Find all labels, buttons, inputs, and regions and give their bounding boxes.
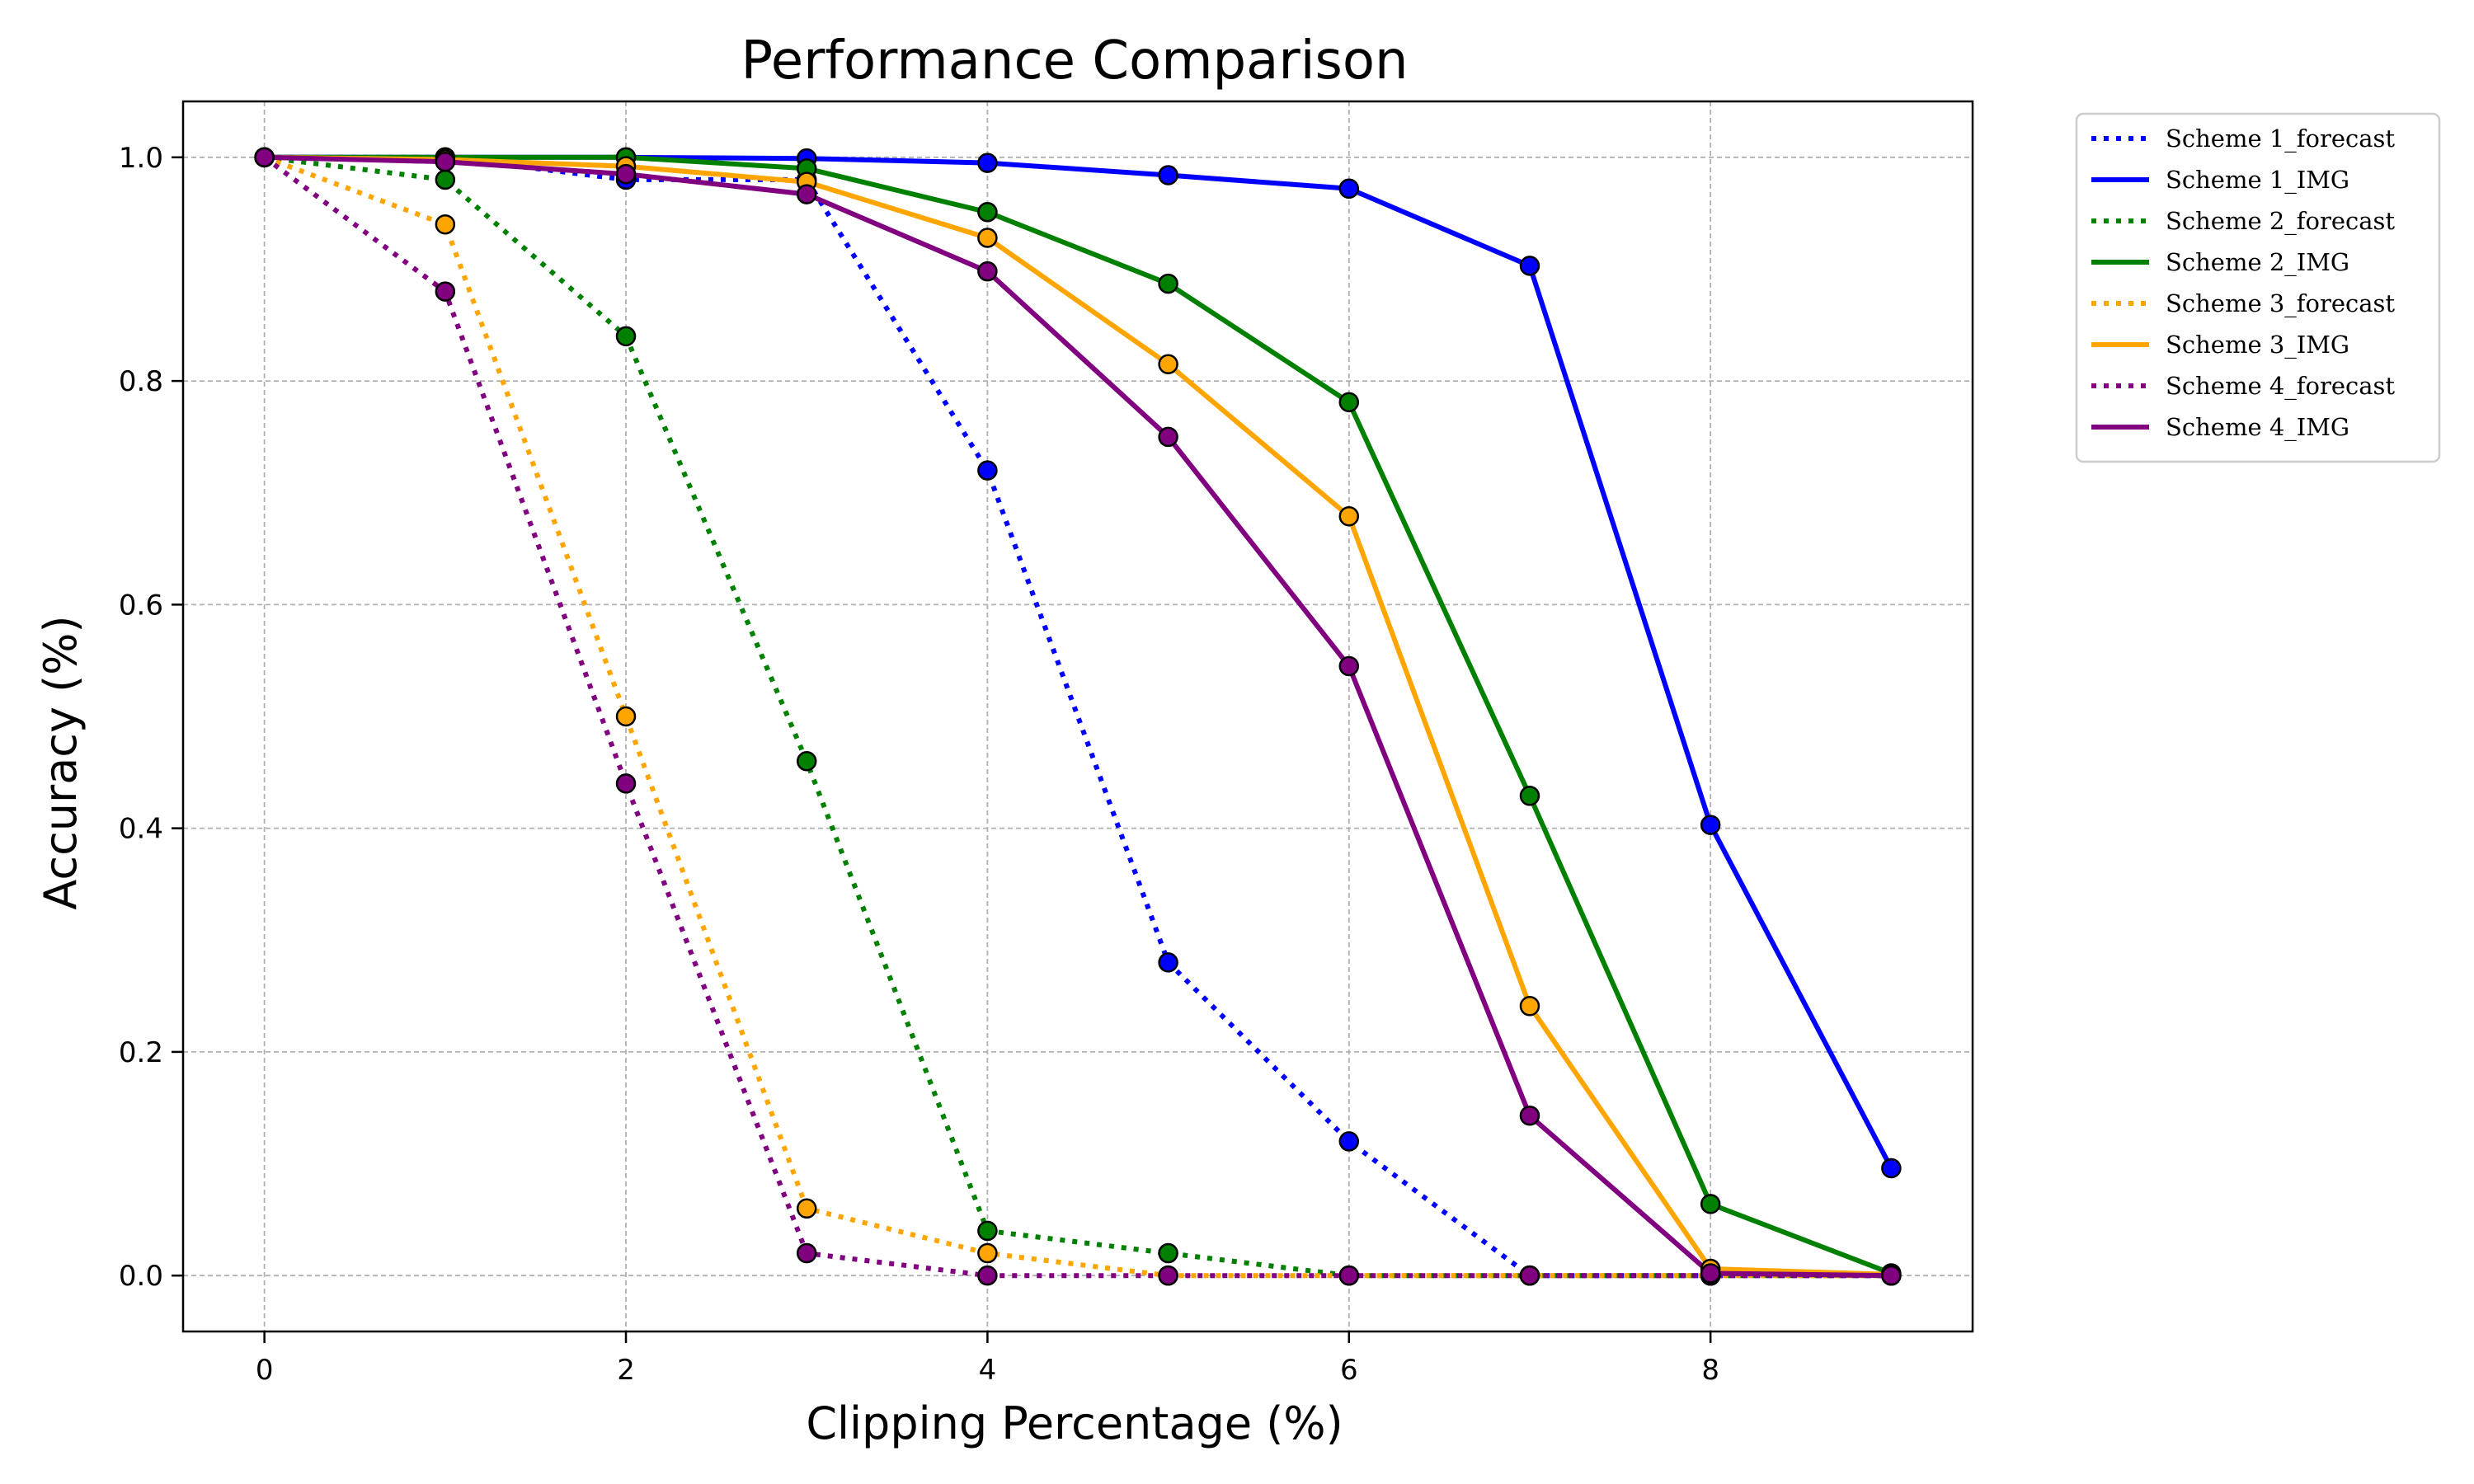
y-tick-label: 0.0 bbox=[119, 1260, 163, 1293]
legend-label-scheme-3-img: Scheme 3_IMG bbox=[2166, 331, 2349, 359]
series-lines bbox=[262, 154, 1894, 1279]
data-point-scheme-3-forecast bbox=[977, 1242, 998, 1264]
x-tick-label: 8 bbox=[1701, 1354, 1719, 1387]
data-point-scheme-4-img bbox=[254, 147, 275, 168]
data-point-scheme-1-img bbox=[1158, 165, 1178, 186]
legend-label-scheme-4-forecast: Scheme 4_forecast bbox=[2166, 372, 2395, 401]
data-point-scheme-4-forecast bbox=[615, 773, 637, 794]
data-point-scheme-3-forecast bbox=[615, 706, 637, 727]
data-points bbox=[254, 147, 1902, 1286]
data-point-scheme-4-forecast bbox=[1519, 1265, 1540, 1286]
data-point-scheme-1-img bbox=[977, 153, 998, 173]
data-point-scheme-4-forecast bbox=[1158, 1265, 1178, 1286]
data-point-scheme-4-img bbox=[977, 261, 998, 282]
y-tick-label: 0.8 bbox=[119, 365, 163, 398]
data-point-scheme-2-forecast bbox=[1158, 1242, 1178, 1264]
legend-label-scheme-1-forecast: Scheme 1_forecast bbox=[2166, 124, 2395, 153]
series-line-scheme-2-img bbox=[264, 154, 1893, 1276]
data-point-scheme-4-forecast bbox=[796, 1242, 817, 1264]
data-point-scheme-4-forecast bbox=[977, 1265, 998, 1286]
x-tick-label: 2 bbox=[617, 1354, 635, 1387]
series-line-scheme-1-forecast bbox=[264, 154, 1892, 1279]
axis-ticks: 0 2 4 6 8 0.0 0.2 0.4 0.6 0.8 1.0 bbox=[119, 142, 1719, 1387]
x-tick-label: 0 bbox=[256, 1354, 274, 1387]
x-axis-label: Clipping Percentage (%) bbox=[806, 1397, 1343, 1449]
series-line-scheme-3-forecast bbox=[263, 154, 1892, 1279]
series-line-scheme-2-forecast bbox=[264, 154, 1892, 1279]
data-point-scheme-4-img bbox=[615, 163, 637, 185]
data-point-scheme-3-forecast bbox=[796, 1198, 817, 1219]
y-tick-label: 1.0 bbox=[119, 142, 163, 175]
series-line-scheme-3-img bbox=[264, 154, 1892, 1277]
data-point-scheme-1-forecast bbox=[977, 460, 998, 481]
legend-label-scheme-4-img: Scheme 4_IMG bbox=[2166, 413, 2349, 442]
y-tick-label: 0.6 bbox=[119, 589, 163, 622]
legend-label-scheme-3-forecast: Scheme 3_forecast bbox=[2166, 289, 2395, 318]
legend-label-scheme-1-img: Scheme 1_IMG bbox=[2166, 166, 2349, 195]
y-axis-label: Accuracy (%) bbox=[35, 615, 87, 909]
series-line-scheme-4-img bbox=[264, 154, 1892, 1279]
x-tick-label: 6 bbox=[1340, 1354, 1358, 1387]
data-point-scheme-3-forecast bbox=[435, 214, 456, 235]
data-point-scheme-1-forecast bbox=[1158, 952, 1178, 973]
series-line-scheme-1-img bbox=[264, 154, 1894, 1170]
y-tick-label: 0.2 bbox=[119, 1036, 163, 1069]
data-point-scheme-4-img bbox=[1158, 426, 1178, 448]
data-point-scheme-1-img bbox=[1881, 1158, 1902, 1179]
data-point-scheme-1-forecast bbox=[1338, 1131, 1360, 1152]
data-point-scheme-3-img bbox=[977, 228, 998, 248]
data-point-scheme-2-forecast bbox=[615, 326, 637, 347]
legend: Scheme 1_forecast Scheme 1_IMG Scheme 2_fo… bbox=[2075, 112, 2441, 463]
data-point-scheme-4-img bbox=[1700, 1263, 1721, 1284]
data-point-scheme-4-img bbox=[435, 151, 456, 172]
data-point-scheme-4-img bbox=[1881, 1265, 1902, 1286]
legend-label-scheme-2-img: Scheme 2_IMG bbox=[2166, 248, 2349, 277]
data-point-scheme-3-img bbox=[1158, 354, 1178, 374]
data-point-scheme-1-img bbox=[1519, 256, 1540, 276]
x-tick-label: 4 bbox=[979, 1354, 997, 1387]
data-point-scheme-2-img bbox=[1338, 392, 1360, 413]
data-point-scheme-2-img bbox=[1700, 1194, 1721, 1214]
data-point-scheme-4-img bbox=[796, 184, 817, 204]
data-point-scheme-2-forecast bbox=[796, 751, 817, 772]
grid-lines bbox=[183, 101, 1973, 1331]
data-point-scheme-3-img bbox=[1338, 505, 1360, 527]
chart-title: Performance Comparison bbox=[741, 31, 1408, 92]
legend-frame bbox=[2075, 112, 2441, 463]
data-point-scheme-2-forecast bbox=[977, 1220, 998, 1242]
data-point-scheme-1-img bbox=[1338, 178, 1360, 200]
data-point-scheme-2-img bbox=[1158, 273, 1178, 294]
data-point-scheme-3-img bbox=[1519, 996, 1540, 1017]
legend-label-scheme-2-forecast: Scheme 2_forecast bbox=[2166, 207, 2395, 236]
data-point-scheme-2-forecast bbox=[435, 169, 456, 190]
data-point-scheme-4-forecast bbox=[1338, 1265, 1360, 1286]
y-tick-label: 0.4 bbox=[119, 813, 163, 846]
data-point-scheme-1-img bbox=[1700, 815, 1721, 835]
data-point-scheme-4-img bbox=[1338, 655, 1360, 677]
data-point-scheme-2-img bbox=[977, 202, 998, 223]
series-line-scheme-4-forecast bbox=[262, 155, 1892, 1279]
data-point-scheme-4-img bbox=[1519, 1105, 1540, 1126]
data-point-scheme-2-img bbox=[1519, 786, 1540, 806]
data-point-scheme-4-forecast bbox=[435, 281, 456, 302]
plot-frame bbox=[181, 100, 1974, 1333]
